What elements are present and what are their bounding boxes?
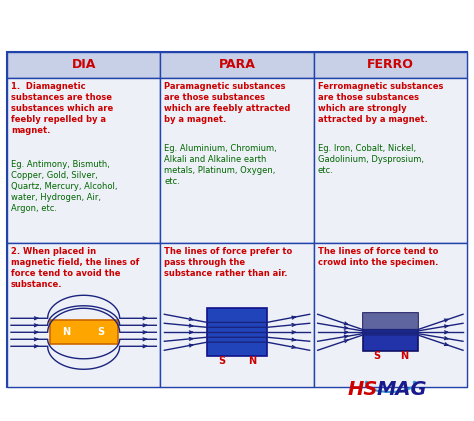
Text: Ferromagnetic substances
are those substances
which are strongly
attracted by a : Ferromagnetic substances are those subst… xyxy=(318,82,443,124)
Text: DIA: DIA xyxy=(72,59,96,72)
FancyBboxPatch shape xyxy=(7,78,160,243)
FancyBboxPatch shape xyxy=(363,313,418,330)
FancyBboxPatch shape xyxy=(160,243,314,387)
FancyBboxPatch shape xyxy=(7,52,467,387)
FancyBboxPatch shape xyxy=(207,308,267,356)
Text: S: S xyxy=(373,351,380,361)
FancyBboxPatch shape xyxy=(7,243,160,387)
Text: MAG: MAG xyxy=(377,380,428,399)
Text: Eg. Aluminium, Chromium,
Alkali and Alkaline earth
metals, Platinum, Oxygen,
etc: Eg. Aluminium, Chromium, Alkali and Alka… xyxy=(164,144,277,187)
Text: N: N xyxy=(248,356,256,366)
Text: S: S xyxy=(97,327,104,337)
Text: PARA: PARA xyxy=(219,59,255,72)
Text: N: N xyxy=(400,351,408,361)
FancyBboxPatch shape xyxy=(50,320,118,344)
Text: 2. When placed in
magnetic field, the lines of
force tend to avoid the
substance: 2. When placed in magnetic field, the li… xyxy=(11,247,139,289)
FancyBboxPatch shape xyxy=(314,243,467,387)
FancyBboxPatch shape xyxy=(314,52,467,78)
FancyBboxPatch shape xyxy=(363,313,418,351)
Text: 1.  Diamagnetic
substances are those
substances which are
feebly repelled by a
m: 1. Diamagnetic substances are those subs… xyxy=(11,82,113,136)
FancyBboxPatch shape xyxy=(7,52,160,78)
Text: FERRO: FERRO xyxy=(367,59,414,72)
Text: Eg. Iron, Cobalt, Nickel,
Gadolinium, Dysprosium,
etc.: Eg. Iron, Cobalt, Nickel, Gadolinium, Dy… xyxy=(318,144,424,175)
Text: The lines of force tend to
crowd into the specimen.: The lines of force tend to crowd into th… xyxy=(318,247,438,267)
Text: S: S xyxy=(219,356,226,366)
Text: The lines of force prefer to
pass through the
substance rather than air.: The lines of force prefer to pass throug… xyxy=(164,247,292,278)
FancyBboxPatch shape xyxy=(160,52,314,78)
Text: N: N xyxy=(63,327,71,337)
Text: Eg. Antimony, Bismuth,
Copper, Gold, Silver,
Quartz, Mercury, Alcohol,
water, Hy: Eg. Antimony, Bismuth, Copper, Gold, Sil… xyxy=(11,160,118,213)
Text: Paramagnetic substances
are those substances
which are feebly attracted
by a mag: Paramagnetic substances are those substa… xyxy=(164,82,291,124)
Text: HS: HS xyxy=(348,380,378,399)
FancyBboxPatch shape xyxy=(314,78,467,243)
FancyBboxPatch shape xyxy=(160,78,314,243)
